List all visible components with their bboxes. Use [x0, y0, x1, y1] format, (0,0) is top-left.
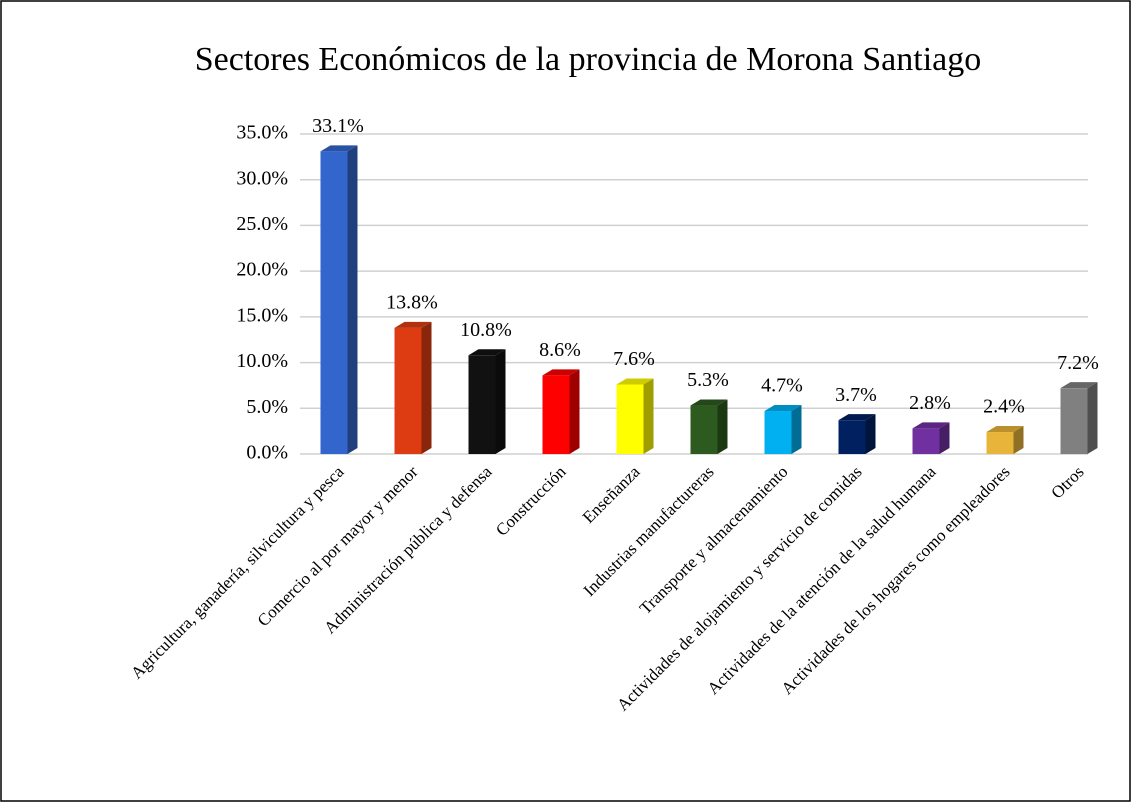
data-label: 33.1% — [312, 115, 364, 137]
y-tick-label: 15.0% — [236, 304, 288, 326]
bar-side — [347, 145, 358, 454]
data-label: 10.8% — [460, 319, 512, 341]
data-label: 7.6% — [613, 348, 655, 370]
bar-top — [764, 405, 802, 412]
bar — [320, 151, 348, 454]
bar-top — [616, 378, 654, 385]
bar-top — [838, 414, 876, 421]
y-tick-label: 10.0% — [236, 350, 288, 372]
bar-top — [986, 426, 1024, 433]
bar-side — [791, 405, 802, 454]
bar-top — [690, 399, 728, 406]
bar-side — [1087, 382, 1098, 454]
bar — [912, 428, 940, 454]
y-tick-label: 5.0% — [246, 396, 288, 418]
bar-side — [865, 414, 876, 454]
bar-side — [421, 321, 432, 454]
bar-top — [394, 321, 432, 328]
bar-top — [1060, 382, 1098, 389]
bar-side — [569, 369, 580, 454]
bar-side — [939, 422, 950, 454]
data-label: 2.8% — [909, 392, 951, 414]
bar — [690, 405, 718, 454]
bar — [394, 327, 422, 454]
data-label: 8.6% — [539, 339, 581, 361]
bar-side — [1013, 426, 1024, 454]
bar-side — [717, 399, 728, 454]
data-label: 4.7% — [761, 375, 803, 397]
bar-top — [912, 422, 950, 429]
y-tick-label: 20.0% — [236, 259, 288, 281]
bar-top — [320, 145, 358, 152]
bar — [838, 420, 866, 454]
bar — [468, 355, 496, 454]
bar-side — [643, 378, 654, 454]
y-tick-label: 35.0% — [236, 122, 288, 144]
data-label: 2.4% — [983, 396, 1025, 418]
bar — [1060, 388, 1088, 454]
chart-title: Sectores Económicos de la provincia de M… — [195, 41, 982, 78]
y-tick-label: 30.0% — [236, 167, 288, 189]
bar — [986, 432, 1014, 454]
y-tick-label: 25.0% — [236, 213, 288, 235]
data-label: 13.8% — [386, 291, 438, 313]
y-tick-label: 0.0% — [246, 442, 288, 464]
bar-side — [495, 349, 506, 454]
data-label: 3.7% — [835, 384, 877, 406]
bar — [616, 384, 644, 454]
data-label: 7.2% — [1057, 352, 1099, 374]
bar-top — [542, 369, 580, 376]
bar — [764, 411, 792, 454]
bar-top — [468, 349, 506, 356]
bar — [542, 375, 570, 454]
data-label: 5.3% — [687, 369, 729, 391]
